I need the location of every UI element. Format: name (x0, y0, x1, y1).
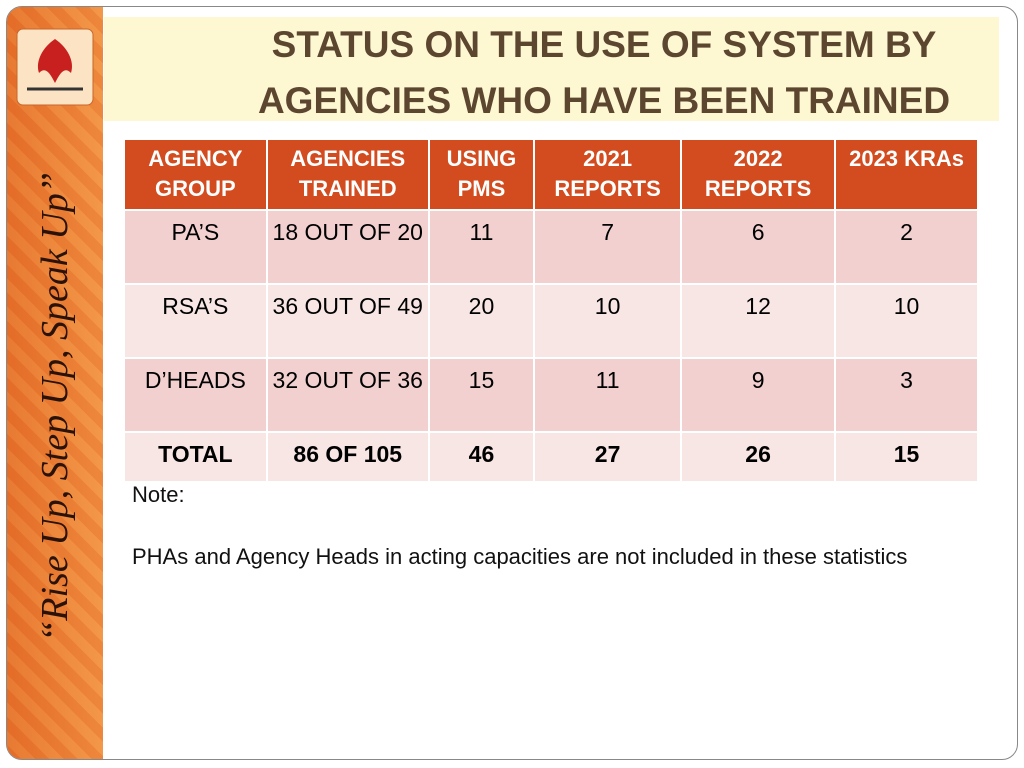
table-cell: 12 (680, 283, 837, 359)
table-cell: 15 (427, 357, 536, 433)
table-cell: PA’S (123, 209, 268, 285)
table-cell: 10 (834, 283, 979, 359)
status-table: AGENCY GROUP AGENCIES TRAINED USING PMS 202… (123, 138, 979, 483)
slide: “Rise Up, Step Up, Speak Up” STATUS ON T… (6, 6, 1018, 760)
total-row: TOTAL 86 OF 105 46 27 26 15 (123, 431, 979, 483)
table-cell: 18 OUT OF 20 (265, 209, 430, 285)
column-header: USING PMS (427, 138, 536, 211)
emblem-bird (37, 39, 73, 83)
total-cell: TOTAL (123, 431, 268, 483)
table-cell: 3 (834, 357, 979, 433)
slide-title: STATUS ON THE USE OF SYSTEM BY AGENCIES … (257, 24, 951, 121)
table-cell: 32 OUT OF 36 (265, 357, 430, 433)
table-cell: 6 (680, 209, 837, 285)
table-row: PA’S 18 OUT OF 20 11 7 6 2 (123, 209, 979, 285)
column-header: 2023 KRAs (834, 138, 979, 211)
column-header: AGENCY GROUP (123, 138, 268, 211)
title-box: STATUS ON THE USE OF SYSTEM BY AGENCIES … (104, 17, 999, 121)
table-row: RSA’S 36 OUT OF 49 20 10 12 10 (123, 283, 979, 359)
table-cell: D’HEADS (123, 357, 268, 433)
total-cell: 86 OF 105 (265, 431, 430, 483)
table-row: D’HEADS 32 OUT OF 36 15 11 9 3 (123, 357, 979, 433)
table-cell: 36 OUT OF 49 (265, 283, 430, 359)
header-row: AGENCY GROUP AGENCIES TRAINED USING PMS 202… (123, 138, 979, 211)
note: Note: PHAs and Agency Heads in acting ca… (132, 479, 952, 603)
table-body: PA’S 18 OUT OF 20 11 7 6 2 RSA’S 36 OUT OF 49 20… (123, 209, 979, 483)
table-cell: 10 (533, 283, 683, 359)
total-cell: 27 (533, 431, 683, 483)
total-cell: 15 (834, 431, 979, 483)
table-cell: 7 (533, 209, 683, 285)
table-head: AGENCY GROUP AGENCIES TRAINED USING PMS 202… (123, 138, 979, 211)
table-cell: 2 (834, 209, 979, 285)
table-cell: RSA’S (123, 283, 268, 359)
table-cell: 11 (533, 357, 683, 433)
decorative-band (7, 7, 103, 759)
note-label: Note: (132, 482, 185, 507)
column-header: 2021 REPORTS (533, 138, 683, 211)
total-cell: 46 (427, 431, 536, 483)
slogan: “Rise Up, Step Up, Speak Up” (34, 172, 76, 642)
column-header: 2022 REPORTS (680, 138, 837, 211)
table-cell: 11 (427, 209, 536, 285)
total-cell: 26 (680, 431, 837, 483)
note-text: PHAs and Agency Heads in acting capaciti… (132, 544, 908, 569)
table-cell: 20 (427, 283, 536, 359)
table-cell: 9 (680, 357, 837, 433)
emblem (16, 28, 94, 106)
column-header: AGENCIES TRAINED (265, 138, 430, 211)
